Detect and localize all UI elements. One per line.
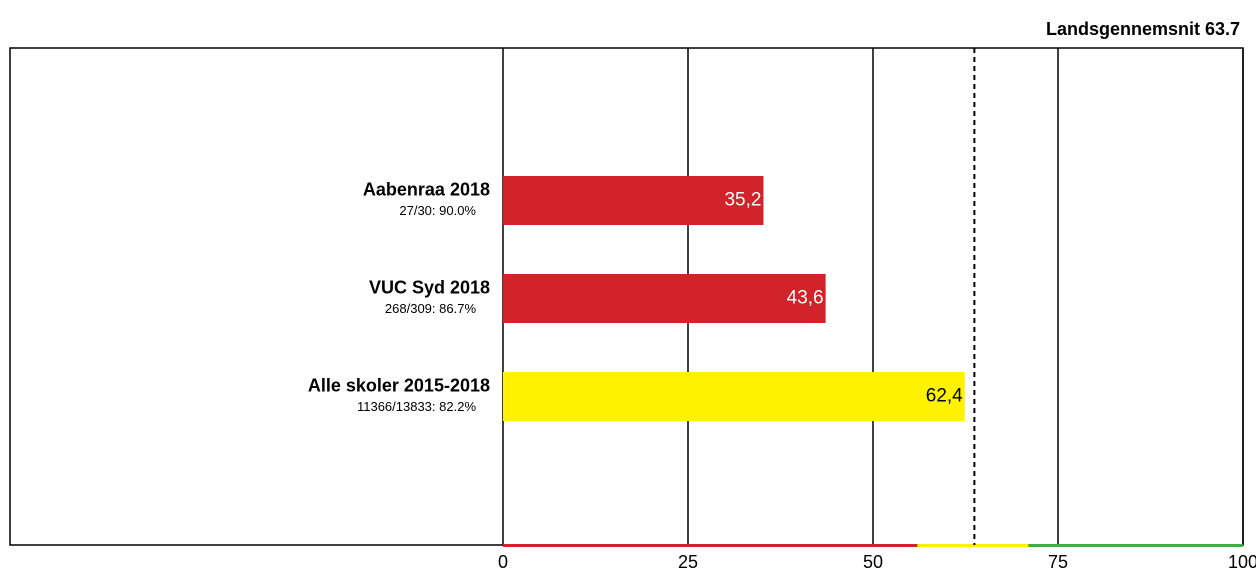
x-tick-label: 50: [863, 552, 883, 572]
category-sublabel: 27/30: 90.0%: [399, 203, 476, 218]
value-label: 62,4: [926, 386, 963, 407]
reference-label: Landsgennemsnit 63.7: [1046, 19, 1240, 39]
bar: [503, 372, 965, 421]
category-sublabel: 11366/13833: 82.2%: [357, 399, 476, 414]
category-label: Alle skoler 2015-2018: [308, 375, 490, 395]
x-tick-label: 75: [1048, 552, 1068, 572]
threshold-band: [1028, 544, 1243, 547]
bar: [503, 176, 764, 225]
category-label: VUC Syd 2018: [369, 277, 490, 297]
bar: [503, 274, 826, 323]
category-sublabel: 268/309: 86.7%: [385, 301, 477, 316]
x-tick-label: 100: [1228, 552, 1256, 572]
category-label: Aabenraa 2018: [363, 179, 490, 199]
x-tick-label: 0: [498, 552, 508, 572]
value-label: 43,6: [787, 288, 824, 309]
threshold-band: [503, 544, 918, 547]
threshold-band: [917, 544, 1029, 547]
value-label: 35,2: [724, 190, 761, 211]
x-tick-label: 25: [678, 552, 698, 572]
